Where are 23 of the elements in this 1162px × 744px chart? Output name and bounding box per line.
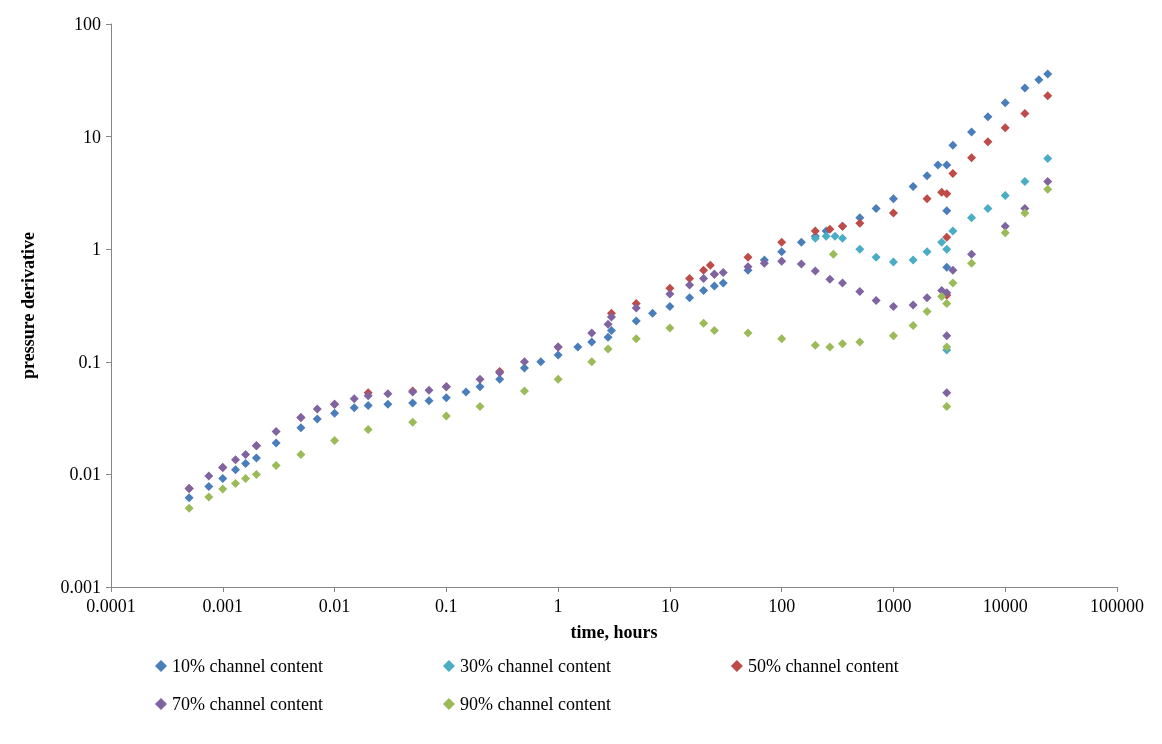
x-tick-label: 100 — [768, 596, 796, 616]
legend-label: 70% channel content — [172, 694, 323, 714]
x-axis-title: time, hours — [570, 622, 658, 642]
x-tick-label: 1000 — [875, 596, 912, 616]
x-tick-label: 10000 — [982, 596, 1028, 616]
x-tick-label: 0.1 — [435, 596, 458, 616]
y-axis-title: pressure derivative — [18, 232, 38, 379]
y-tick-label: 100 — [74, 14, 101, 34]
x-tick-label: 1 — [553, 596, 563, 616]
legend-label: 10% channel content — [172, 656, 323, 676]
x-tick-label: 0.001 — [202, 596, 244, 616]
x-tick-label: 0.01 — [318, 596, 351, 616]
legend-label: 90% channel content — [459, 694, 611, 714]
x-tick-label: 10 — [660, 596, 679, 616]
y-tick-label: 0.01 — [69, 464, 101, 485]
y-tick-label: 0.001 — [60, 577, 101, 597]
legend-label: 30% channel content — [459, 656, 611, 676]
y-tick-label: 10 — [83, 126, 101, 147]
legend-label: 50% channel content — [747, 656, 899, 676]
y-tick-label: 1 — [92, 239, 101, 260]
y-tick-label: 0.1 — [78, 351, 101, 372]
x-tick-label: 100000 — [1090, 596, 1144, 616]
x-tick-label: 0.0001 — [86, 596, 136, 616]
